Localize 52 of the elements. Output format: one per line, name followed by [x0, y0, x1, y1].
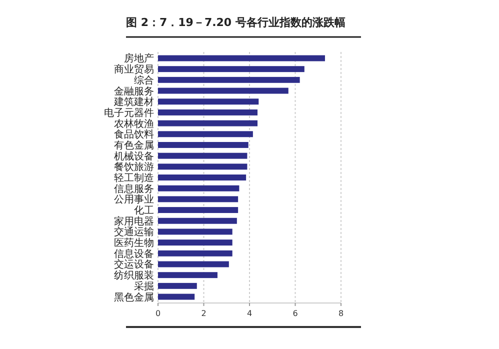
y-tick-label: 食品饮料	[114, 128, 154, 141]
x-tick-label: 6	[292, 309, 298, 318]
bar	[158, 185, 240, 192]
bar	[158, 152, 248, 159]
bar	[158, 228, 232, 235]
bar	[158, 120, 258, 126]
bar	[158, 218, 237, 224]
y-tick-label: 纺织服装	[114, 270, 154, 282]
y-tick-label: 黑色金属	[114, 291, 154, 304]
y-tick-label: 综合	[134, 74, 154, 86]
bar	[158, 250, 232, 256]
bar	[158, 109, 258, 116]
bar	[158, 294, 195, 300]
bar	[158, 261, 229, 268]
y-tick-label: 农林牧渔	[114, 118, 154, 130]
bar	[158, 207, 238, 214]
x-tick-label: 0	[155, 309, 161, 318]
y-tick-label: 电子元器件	[104, 106, 154, 119]
bar	[158, 98, 259, 105]
y-tick-label: 商业贸易	[114, 64, 154, 76]
bar	[158, 282, 197, 289]
y-tick-label: 有色金属	[114, 139, 154, 152]
y-tick-label: 信息服务	[114, 182, 154, 195]
y-tick-label: 金融服务	[114, 85, 154, 98]
y-tick-label: 化工	[134, 204, 154, 217]
bar	[158, 131, 253, 138]
bar	[158, 272, 218, 278]
bar	[158, 55, 325, 62]
y-tick-label: 餐饮旅游	[114, 161, 154, 174]
bar	[158, 174, 246, 180]
bar	[158, 196, 238, 202]
x-tick-label: 4	[246, 309, 252, 318]
bar	[158, 88, 288, 94]
bar	[158, 76, 300, 83]
chart-title: 图 2：7．19－7.20 号各行业指数的涨跌幅	[126, 16, 346, 29]
y-tick-label: 房地产	[124, 52, 154, 65]
y-tick-label: 医药生物	[114, 237, 154, 250]
y-tick-label: 建筑建材	[113, 96, 154, 108]
bar	[158, 240, 232, 246]
y-tick-label: 机械设备	[114, 150, 154, 162]
bar	[158, 164, 248, 170]
bar	[158, 66, 304, 72]
y-tick-label: 采掘	[134, 280, 154, 292]
x-tick-label: 2	[201, 309, 206, 318]
x-tick-label: 8	[338, 309, 344, 318]
bar	[158, 142, 248, 148]
y-tick-label: 公用事业	[114, 194, 154, 206]
y-tick-label: 信息设备	[114, 248, 154, 260]
y-tick-label: 交通运输	[114, 226, 154, 238]
y-tick-label: 家用电器	[114, 215, 154, 228]
y-tick-label: 交运设备	[114, 258, 154, 271]
y-tick-label: 轻工制造	[114, 172, 154, 184]
